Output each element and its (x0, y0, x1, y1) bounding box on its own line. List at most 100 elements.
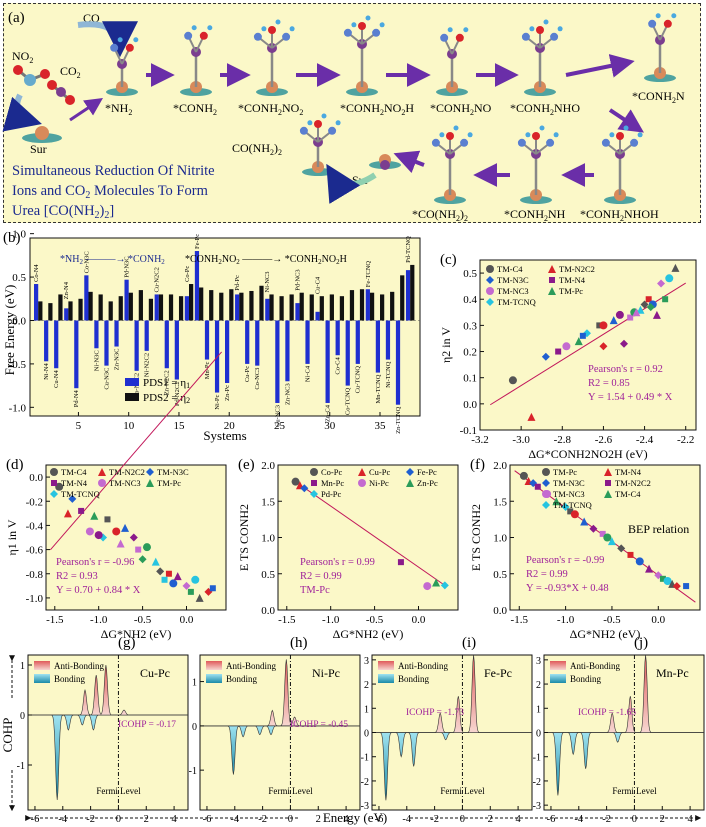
ytick-label: 2 (364, 680, 369, 691)
category-label: Pd-N4 (73, 389, 80, 407)
panel-a-content: (a) NO2 CO2 CO Sur *NH2 *CONH2 *CONH2NO2… (2, 10, 685, 223)
int-nh2: *NH2 (105, 101, 132, 117)
ytick-label: 0.0 (12, 315, 26, 327)
category-label: Cu-C4 (314, 276, 321, 294)
legend-item: TM-N4 (61, 478, 88, 488)
legend-pds1-swatch (125, 378, 139, 386)
category-label: Fe-Pc (194, 234, 201, 249)
bar-pds1 (94, 320, 99, 349)
xtick-label: 2 (660, 814, 665, 825)
legend-bond-swatch (378, 674, 394, 683)
xtick-label: 10 (123, 420, 135, 432)
atom-h (207, 25, 213, 31)
data-point (151, 557, 160, 566)
legend-bond-swatch (206, 674, 222, 683)
int-conh2nh: *CONH2NH (504, 207, 566, 223)
panel-b-yticks: 1.0 0.5 0.0 -0.5 -1.0 (9, 229, 34, 414)
data-point (129, 533, 138, 542)
cohp-panel: -6 -4 -2 0 2 4 3 2 1 0 -1 -2 -3 (i) Fe-Pc ICOHP = -1.73… (361, 635, 533, 825)
bar-pds2 (98, 294, 103, 321)
bar-pds2 (259, 285, 264, 321)
category-label: Cu-NC3 (274, 405, 281, 427)
data-point (615, 310, 624, 319)
category-label: Cu-N3C (103, 368, 110, 390)
ytick-label: 3 (536, 656, 541, 667)
xtick-label: 4 (687, 814, 693, 825)
molecule (253, 19, 295, 96)
bar-pds1 (265, 298, 270, 321)
system-name: Mn-Pc (656, 666, 689, 680)
y-axis-label: η1 in V (5, 519, 19, 555)
stat-line: Pearson's r = 0.92 (588, 364, 663, 375)
atom (460, 138, 469, 147)
ytick-label: 1 (20, 661, 25, 672)
y-axis-label: E TS CONH2 (237, 504, 251, 571)
data-point (596, 322, 603, 329)
legend-anti-swatch (34, 661, 50, 670)
legend-item: Mn-Pc (321, 478, 344, 488)
stat-line: R2 = 0.93 (56, 571, 98, 582)
data-point (311, 480, 317, 486)
atom (299, 126, 308, 135)
atom (253, 32, 262, 41)
legend: TM-Pc TM-N4 TM-N3C TM-N2C2 TM-NC3 TM-C4 TM-TCN… (542, 467, 651, 510)
bar-pds2 (178, 296, 184, 321)
data-point (112, 527, 121, 536)
atom (630, 138, 639, 147)
atom (616, 132, 624, 140)
ytick-label: -2 (533, 777, 541, 788)
bar-pds1 (245, 320, 250, 364)
bar-pds2 (400, 275, 405, 321)
molecule (644, 13, 677, 82)
data-point (78, 507, 85, 514)
data-point (173, 572, 182, 581)
data-point (310, 490, 318, 498)
atom-h (191, 25, 197, 31)
atom-h (463, 27, 469, 33)
atom (536, 26, 544, 34)
atom-h (467, 132, 473, 138)
category-label: Zn-TCNQ (395, 406, 402, 433)
xtick-label: -0.5 (134, 614, 152, 626)
legend-anti-swatch (378, 661, 394, 670)
int-conh2nho: *CONH2NHO (510, 101, 580, 117)
cohp-panel: -6 -4 -2 0 2 4 3 2 1 0 -1 -2 -3 (j) Mn-Pc ICOHP = -1.65… (533, 635, 705, 825)
legend-item: TM-TCNQ (553, 500, 592, 510)
icohp-value: ICOHP = -1.65 (578, 708, 636, 718)
data-point (580, 517, 589, 526)
legend-item: TM-C4 (61, 467, 87, 477)
atom-h (539, 125, 545, 131)
atom-h (335, 120, 341, 126)
fit-line (50, 351, 222, 551)
data-point (599, 342, 608, 351)
data-point (156, 567, 165, 576)
data-point (607, 537, 616, 546)
category-label: Zn-Pc (224, 385, 231, 401)
data-point (486, 287, 494, 295)
atom (431, 138, 440, 147)
cohp-xlabel: Energy (eV) (323, 810, 387, 825)
int-conh2: *CONH2 (173, 101, 217, 117)
xtick-label: -2.4 (636, 434, 654, 446)
int-conh2no: *CONH2NO (430, 101, 492, 117)
legend-item: TM-TCNQ (497, 297, 536, 307)
ytick-label: 1 (536, 704, 541, 715)
category-label: Co-C4 (335, 356, 342, 374)
step-arrow (393, 150, 425, 174)
panel-label: (e) (238, 457, 255, 473)
legend-item: TM-N2C2 (615, 478, 651, 488)
y-axis-label: E TS CONH2 (469, 504, 483, 571)
bar-pds2 (219, 292, 224, 321)
data-point (671, 263, 680, 272)
legend-item: TM-Pc (157, 478, 181, 488)
data-point (663, 577, 672, 585)
bar-pds2 (199, 287, 204, 321)
category-label: Fe-TCNQ (365, 261, 372, 288)
panel-b-header-left: *NH2 ———→ *CONH2 (60, 254, 165, 266)
ytick-label: 0.2 (463, 347, 477, 359)
top-intermediates (106, 13, 677, 133)
legend-bond: Bonding (570, 674, 602, 684)
legend-pds1: PDS1 = η1 (143, 377, 190, 390)
bar-pds1 (275, 320, 280, 403)
fermi-label: Fermi Level (96, 786, 141, 796)
